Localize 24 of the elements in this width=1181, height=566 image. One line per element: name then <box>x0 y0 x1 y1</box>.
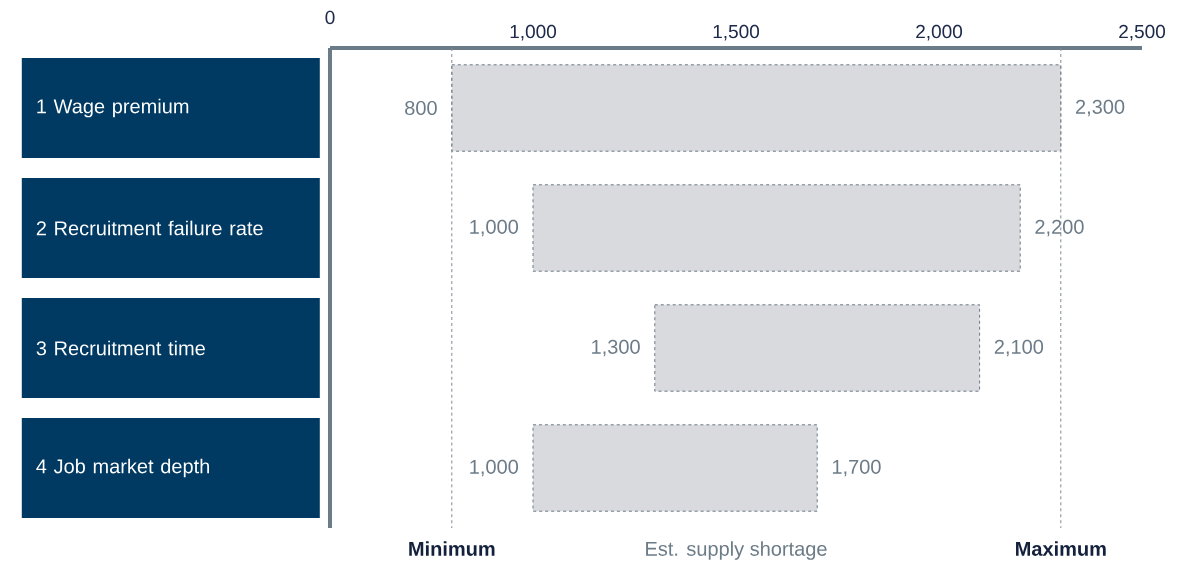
y-tick-label: 1 Wage premium <box>37 98 189 118</box>
bar <box>654 304 981 392</box>
y-tick-label: 2 Recruitment failure rate <box>36 220 263 236</box>
ref-line-label: Maximum <box>1016 541 1106 556</box>
x-tick-label: 1,500 <box>713 24 760 41</box>
data-label: 1,700 <box>832 459 881 477</box>
x-tick-label: 2,500 <box>1119 24 1166 41</box>
data-label: 2,200 <box>1035 219 1084 237</box>
annotation: 800 <box>405 100 437 116</box>
y-tick-label: 4 Job market depth <box>36 458 210 478</box>
bar <box>532 424 818 512</box>
annotation: 1,000 <box>470 219 519 237</box>
data-label: 2,100 <box>994 339 1044 357</box>
x-axis-title: Est. supply shortage <box>646 541 827 560</box>
data-label: 2,300 <box>1076 99 1125 117</box>
x-tick-label: 1,000 <box>510 24 557 41</box>
bar <box>451 64 1062 152</box>
annotation: 1,300 <box>592 339 640 357</box>
annotation: 1,000 <box>470 459 519 477</box>
text: 0 <box>325 10 335 25</box>
x-tick-label: 2,000 <box>916 24 963 41</box>
ref-line-label: Minimum <box>409 541 495 556</box>
y-tick-label: 3 Recruitment time <box>36 340 205 356</box>
bar <box>532 184 1021 272</box>
